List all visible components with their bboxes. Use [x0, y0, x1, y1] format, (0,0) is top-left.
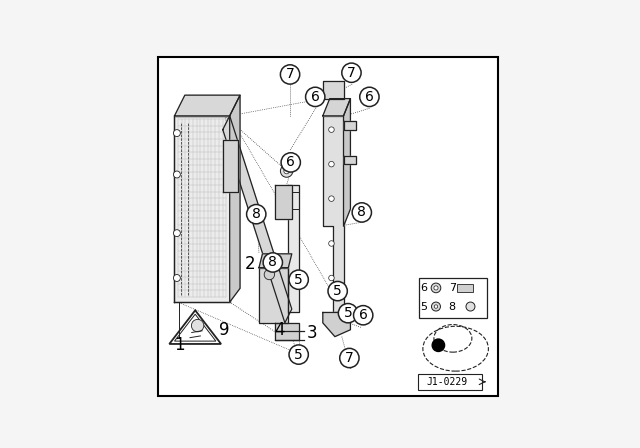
- Text: 5: 5: [333, 284, 342, 298]
- Text: 8: 8: [268, 255, 277, 269]
- Circle shape: [434, 286, 438, 290]
- Text: 5: 5: [294, 348, 303, 362]
- Circle shape: [435, 305, 438, 308]
- Circle shape: [342, 63, 361, 82]
- Circle shape: [329, 241, 334, 246]
- Polygon shape: [323, 82, 344, 99]
- Polygon shape: [259, 254, 292, 267]
- Text: 8: 8: [252, 207, 260, 221]
- Polygon shape: [289, 185, 299, 313]
- Circle shape: [339, 303, 358, 323]
- Circle shape: [173, 275, 180, 281]
- Polygon shape: [230, 95, 240, 302]
- Text: 5: 5: [294, 273, 303, 287]
- Circle shape: [352, 203, 371, 222]
- FancyBboxPatch shape: [458, 284, 473, 292]
- Polygon shape: [175, 116, 230, 302]
- Polygon shape: [223, 116, 292, 323]
- Circle shape: [328, 281, 348, 301]
- Text: 5: 5: [420, 302, 427, 311]
- Circle shape: [264, 269, 275, 280]
- Text: 7: 7: [347, 66, 356, 80]
- Text: 6: 6: [311, 90, 319, 104]
- Circle shape: [173, 129, 180, 137]
- Polygon shape: [344, 99, 351, 226]
- Text: 4: 4: [275, 321, 285, 339]
- Circle shape: [360, 87, 379, 107]
- Text: 9: 9: [220, 321, 230, 339]
- Text: 2: 2: [245, 255, 256, 273]
- Text: 8: 8: [449, 302, 456, 311]
- Text: 5: 5: [344, 306, 353, 320]
- Text: J1-0229: J1-0229: [426, 377, 468, 387]
- FancyBboxPatch shape: [158, 56, 498, 396]
- Circle shape: [329, 127, 334, 133]
- Circle shape: [173, 171, 180, 178]
- Text: 7: 7: [285, 68, 294, 82]
- Polygon shape: [323, 313, 351, 336]
- Circle shape: [289, 345, 308, 364]
- Circle shape: [280, 65, 300, 84]
- Polygon shape: [259, 267, 289, 323]
- Circle shape: [191, 319, 204, 332]
- Polygon shape: [323, 116, 344, 313]
- Text: 1: 1: [173, 336, 184, 354]
- Polygon shape: [323, 99, 351, 116]
- Circle shape: [340, 349, 359, 368]
- Circle shape: [431, 283, 441, 293]
- Circle shape: [431, 302, 440, 311]
- Text: 3: 3: [307, 324, 318, 342]
- Polygon shape: [223, 140, 238, 192]
- Text: 8: 8: [357, 206, 366, 220]
- Circle shape: [329, 275, 334, 281]
- Polygon shape: [275, 185, 292, 220]
- Circle shape: [329, 196, 334, 202]
- Text: 7: 7: [345, 351, 354, 365]
- Text: 6: 6: [286, 155, 295, 169]
- Circle shape: [305, 87, 325, 107]
- Circle shape: [329, 161, 334, 167]
- Circle shape: [173, 230, 180, 237]
- Text: 6: 6: [359, 308, 367, 322]
- Circle shape: [353, 306, 373, 325]
- Polygon shape: [344, 121, 356, 129]
- Text: 7: 7: [449, 283, 456, 293]
- Polygon shape: [344, 155, 356, 164]
- Circle shape: [246, 204, 266, 224]
- Polygon shape: [275, 323, 299, 340]
- Circle shape: [289, 270, 308, 289]
- FancyBboxPatch shape: [418, 374, 481, 390]
- Circle shape: [281, 153, 300, 172]
- Circle shape: [466, 302, 475, 311]
- Circle shape: [284, 168, 289, 174]
- Text: 6: 6: [365, 90, 374, 104]
- Circle shape: [280, 165, 293, 177]
- Circle shape: [432, 339, 445, 352]
- Circle shape: [263, 253, 282, 272]
- Polygon shape: [175, 95, 240, 116]
- FancyBboxPatch shape: [419, 278, 486, 318]
- Text: 6: 6: [420, 283, 427, 293]
